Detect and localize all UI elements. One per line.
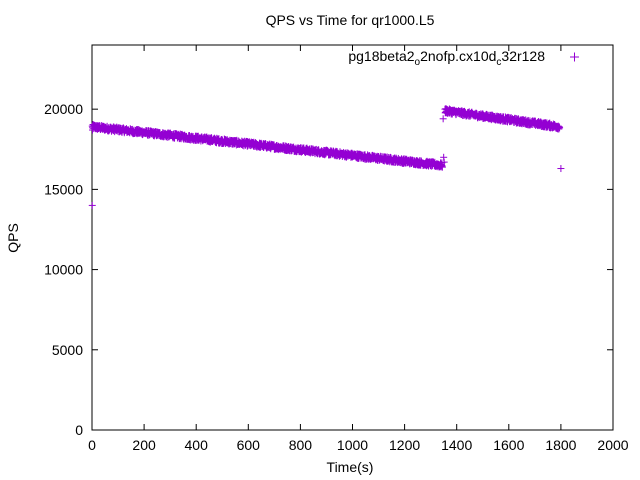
x-tick-label: 1200 [389,437,420,453]
x-axis-ticks: 0 200 400 600 800 1000 1200 1400 1600 1800 2000 [88,45,629,453]
x-tick-label: 1800 [545,437,576,453]
x-tick-label: 800 [289,437,313,453]
legend-part-a: pg18beta2 [348,48,414,64]
data-point [557,165,565,173]
y-tick: 5000 [52,342,613,358]
x-tick: 1200 [389,45,420,453]
y-tick: 15000 [44,181,613,197]
y-tick-label: 5000 [52,342,83,358]
plot-frame [91,44,614,431]
data-point [440,153,448,161]
x-tick: 0 [88,45,96,453]
x-tick-label: 200 [132,437,156,453]
legend: pg18beta2o2nofp.cx10dc32r128 [348,48,579,68]
y-tick-label: 15000 [44,181,83,197]
y-axis-ticks: 0 5000 10000 15000 20000 [44,101,613,438]
data-point [439,115,447,123]
x-tick: 1000 [337,45,368,453]
y-tick-label: 20000 [44,101,83,117]
y-tick: 0 [75,422,613,438]
x-tick: 1800 [545,45,577,453]
x-axis-label: Time(s) [327,459,374,475]
legend-label: pg18beta2o2nofp.cx10dc32r128 [348,48,545,68]
y-tick-label: 0 [75,422,83,438]
legend-part-c: 32r128 [501,48,545,64]
y-axis-label: QPS [5,223,21,253]
legend-marker [570,52,579,62]
x-tick-label: 1400 [441,437,472,453]
data-point [88,201,96,209]
x-tick-label: 1600 [493,437,524,453]
x-tick: 2000 [597,45,629,453]
x-tick-label: 600 [237,437,261,453]
data-point [438,163,446,171]
x-tick: 600 [237,45,261,453]
x-tick-label: 2000 [597,437,628,453]
x-tick: 1600 [493,45,525,453]
data-points [88,105,565,209]
y-tick: 20000 [44,101,613,117]
x-tick: 400 [185,45,209,453]
x-tick: 200 [132,45,156,453]
y-tick: 10000 [44,262,613,278]
legend-sub-1: o [415,57,421,68]
y-tick-label: 10000 [44,262,83,278]
x-tick-label: 0 [88,437,96,453]
x-tick-label: 1000 [337,437,368,453]
x-tick-label: 400 [185,437,209,453]
legend-part-b: 2nofp.cx10d [420,48,496,64]
x-tick: 1400 [441,45,472,453]
chart-title: QPS vs Time for qr1000.L5 [266,12,435,28]
legend-sub-2: c [496,57,501,68]
x-tick: 800 [289,45,313,453]
